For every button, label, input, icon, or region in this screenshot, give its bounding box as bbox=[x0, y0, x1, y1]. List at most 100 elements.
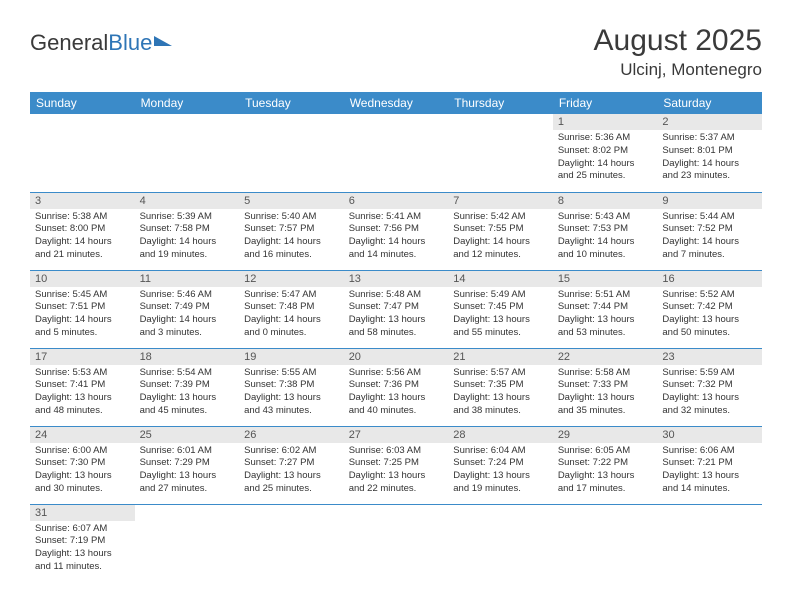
sunrise-text: Sunrise: 5:58 AM bbox=[558, 367, 653, 380]
sunrise-text: Sunrise: 5:47 AM bbox=[244, 289, 339, 302]
day-details: Sunrise: 6:05 AMSunset: 7:22 PMDaylight:… bbox=[553, 443, 658, 498]
day-number: 5 bbox=[239, 193, 344, 209]
empty-cell bbox=[239, 504, 344, 582]
logo: GeneralBlue bbox=[30, 30, 172, 56]
dayname-thursday: Thursday bbox=[448, 92, 553, 114]
sunset-text: Sunset: 7:44 PM bbox=[558, 301, 653, 314]
day-number: 22 bbox=[553, 349, 658, 365]
day-details: Sunrise: 5:37 AMSunset: 8:01 PMDaylight:… bbox=[657, 130, 762, 185]
dayname-monday: Monday bbox=[135, 92, 240, 114]
empty-cell bbox=[135, 504, 240, 582]
empty-cell bbox=[30, 114, 135, 192]
sunrise-text: Sunrise: 6:07 AM bbox=[35, 523, 130, 536]
daylight-text: Daylight: 13 hours and 40 minutes. bbox=[349, 392, 444, 418]
sunrise-text: Sunrise: 5:40 AM bbox=[244, 211, 339, 224]
daylight-text: Daylight: 13 hours and 32 minutes. bbox=[662, 392, 757, 418]
daylight-text: Daylight: 13 hours and 22 minutes. bbox=[349, 470, 444, 496]
sunset-text: Sunset: 7:22 PM bbox=[558, 457, 653, 470]
sunrise-text: Sunrise: 6:02 AM bbox=[244, 445, 339, 458]
sunset-text: Sunset: 7:47 PM bbox=[349, 301, 444, 314]
day-details: Sunrise: 5:46 AMSunset: 7:49 PMDaylight:… bbox=[135, 287, 240, 342]
sunset-text: Sunset: 7:21 PM bbox=[662, 457, 757, 470]
sunrise-text: Sunrise: 5:38 AM bbox=[35, 211, 130, 224]
sunset-text: Sunset: 7:36 PM bbox=[349, 379, 444, 392]
day-details: Sunrise: 6:06 AMSunset: 7:21 PMDaylight:… bbox=[657, 443, 762, 498]
day-number: 6 bbox=[344, 193, 449, 209]
day-number: 18 bbox=[135, 349, 240, 365]
sunrise-text: Sunrise: 5:44 AM bbox=[662, 211, 757, 224]
day-number: 30 bbox=[657, 427, 762, 443]
dayname-saturday: Saturday bbox=[657, 92, 762, 114]
daylight-text: Daylight: 13 hours and 30 minutes. bbox=[35, 470, 130, 496]
day-cell: 6Sunrise: 5:41 AMSunset: 7:56 PMDaylight… bbox=[344, 192, 449, 270]
day-cell: 30Sunrise: 6:06 AMSunset: 7:21 PMDayligh… bbox=[657, 426, 762, 504]
day-number: 13 bbox=[344, 271, 449, 287]
day-number: 24 bbox=[30, 427, 135, 443]
empty-cell bbox=[448, 504, 553, 582]
daylight-text: Daylight: 13 hours and 53 minutes. bbox=[558, 314, 653, 340]
day-number: 23 bbox=[657, 349, 762, 365]
sunset-text: Sunset: 7:24 PM bbox=[453, 457, 548, 470]
day-details: Sunrise: 5:36 AMSunset: 8:02 PMDaylight:… bbox=[553, 130, 658, 185]
daylight-text: Daylight: 14 hours and 0 minutes. bbox=[244, 314, 339, 340]
day-cell: 15Sunrise: 5:51 AMSunset: 7:44 PMDayligh… bbox=[553, 270, 658, 348]
day-details: Sunrise: 5:53 AMSunset: 7:41 PMDaylight:… bbox=[30, 365, 135, 420]
daylight-text: Daylight: 13 hours and 50 minutes. bbox=[662, 314, 757, 340]
sunrise-text: Sunrise: 5:55 AM bbox=[244, 367, 339, 380]
sunset-text: Sunset: 7:49 PM bbox=[140, 301, 235, 314]
sunset-text: Sunset: 7:48 PM bbox=[244, 301, 339, 314]
sunrise-text: Sunrise: 6:05 AM bbox=[558, 445, 653, 458]
day-details: Sunrise: 6:04 AMSunset: 7:24 PMDaylight:… bbox=[448, 443, 553, 498]
daylight-text: Daylight: 13 hours and 58 minutes. bbox=[349, 314, 444, 340]
day-cell: 22Sunrise: 5:58 AMSunset: 7:33 PMDayligh… bbox=[553, 348, 658, 426]
dayname-tuesday: Tuesday bbox=[239, 92, 344, 114]
day-cell: 31Sunrise: 6:07 AMSunset: 7:19 PMDayligh… bbox=[30, 504, 135, 582]
sunset-text: Sunset: 7:58 PM bbox=[140, 223, 235, 236]
title-block: August 2025 Ulcinj, Montenegro bbox=[594, 24, 762, 80]
day-details: Sunrise: 5:57 AMSunset: 7:35 PMDaylight:… bbox=[448, 365, 553, 420]
day-details: Sunrise: 5:54 AMSunset: 7:39 PMDaylight:… bbox=[135, 365, 240, 420]
day-number: 27 bbox=[344, 427, 449, 443]
daylight-text: Daylight: 14 hours and 3 minutes. bbox=[140, 314, 235, 340]
day-details: Sunrise: 5:40 AMSunset: 7:57 PMDaylight:… bbox=[239, 209, 344, 264]
day-number: 19 bbox=[239, 349, 344, 365]
day-cell: 7Sunrise: 5:42 AMSunset: 7:55 PMDaylight… bbox=[448, 192, 553, 270]
day-cell: 10Sunrise: 5:45 AMSunset: 7:51 PMDayligh… bbox=[30, 270, 135, 348]
sunrise-text: Sunrise: 5:41 AM bbox=[349, 211, 444, 224]
sunrise-text: Sunrise: 6:01 AM bbox=[140, 445, 235, 458]
day-number: 1 bbox=[553, 114, 658, 130]
sunrise-text: Sunrise: 5:59 AM bbox=[662, 367, 757, 380]
sunset-text: Sunset: 7:52 PM bbox=[662, 223, 757, 236]
week-row: 31Sunrise: 6:07 AMSunset: 7:19 PMDayligh… bbox=[30, 504, 762, 582]
daylight-text: Daylight: 13 hours and 55 minutes. bbox=[453, 314, 548, 340]
sunrise-text: Sunrise: 5:42 AM bbox=[453, 211, 548, 224]
sunrise-text: Sunrise: 6:04 AM bbox=[453, 445, 548, 458]
month-title: August 2025 bbox=[594, 24, 762, 58]
day-details: Sunrise: 5:38 AMSunset: 8:00 PMDaylight:… bbox=[30, 209, 135, 264]
day-number: 26 bbox=[239, 427, 344, 443]
week-row: 24Sunrise: 6:00 AMSunset: 7:30 PMDayligh… bbox=[30, 426, 762, 504]
day-cell: 17Sunrise: 5:53 AMSunset: 7:41 PMDayligh… bbox=[30, 348, 135, 426]
sunset-text: Sunset: 8:02 PM bbox=[558, 145, 653, 158]
day-number: 11 bbox=[135, 271, 240, 287]
day-number: 14 bbox=[448, 271, 553, 287]
empty-cell bbox=[657, 504, 762, 582]
sunset-text: Sunset: 7:38 PM bbox=[244, 379, 339, 392]
day-cell: 14Sunrise: 5:49 AMSunset: 7:45 PMDayligh… bbox=[448, 270, 553, 348]
sunset-text: Sunset: 7:45 PM bbox=[453, 301, 548, 314]
week-row: 10Sunrise: 5:45 AMSunset: 7:51 PMDayligh… bbox=[30, 270, 762, 348]
sunrise-text: Sunrise: 5:51 AM bbox=[558, 289, 653, 302]
daylight-text: Daylight: 13 hours and 38 minutes. bbox=[453, 392, 548, 418]
day-number: 29 bbox=[553, 427, 658, 443]
sunrise-text: Sunrise: 5:45 AM bbox=[35, 289, 130, 302]
sunset-text: Sunset: 7:25 PM bbox=[349, 457, 444, 470]
sunrise-text: Sunrise: 5:56 AM bbox=[349, 367, 444, 380]
sunrise-text: Sunrise: 6:03 AM bbox=[349, 445, 444, 458]
sunset-text: Sunset: 8:00 PM bbox=[35, 223, 130, 236]
day-cell: 21Sunrise: 5:57 AMSunset: 7:35 PMDayligh… bbox=[448, 348, 553, 426]
day-cell: 18Sunrise: 5:54 AMSunset: 7:39 PMDayligh… bbox=[135, 348, 240, 426]
day-details: Sunrise: 5:47 AMSunset: 7:48 PMDaylight:… bbox=[239, 287, 344, 342]
daylight-text: Daylight: 13 hours and 25 minutes. bbox=[244, 470, 339, 496]
day-number: 21 bbox=[448, 349, 553, 365]
sunset-text: Sunset: 7:27 PM bbox=[244, 457, 339, 470]
